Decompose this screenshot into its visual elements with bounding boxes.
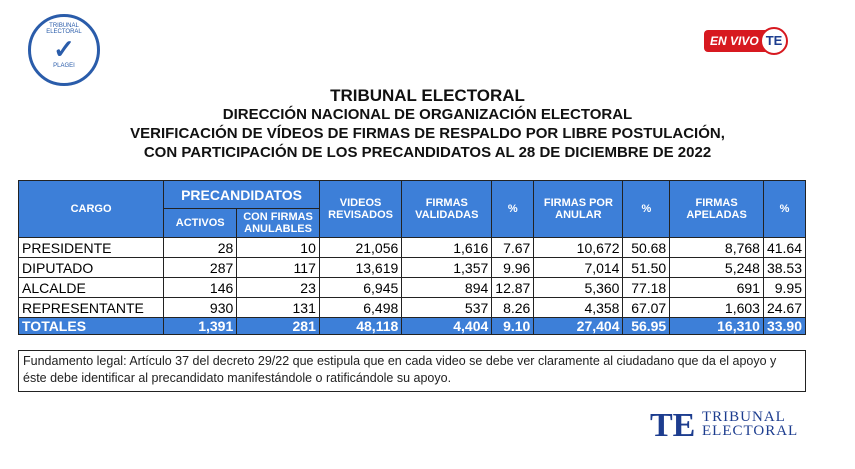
cell: 50.68 [622, 237, 671, 258]
table-row: TOTALES 1,391 281 48,118 4,404 9.10 27,404 56.9… [17, 317, 807, 335]
cell: 12.87 [491, 277, 535, 298]
cell: PRESIDENTE [17, 237, 165, 258]
cell: 930 [163, 297, 238, 318]
logo-check: ✓ [53, 34, 75, 64]
cell: 41.64 [762, 237, 807, 258]
cell: ALCALDE [17, 277, 165, 298]
th: % [622, 180, 671, 238]
note: Fundamento legal: Artículo 37 del decret… [18, 350, 806, 392]
table-body: PRESIDENTE 28 10 21,056 1,616 7.67 10,672 50.68… [17, 237, 807, 335]
table-row: DIPUTADO 287 117 13,619 1,357 9.96 7,014 51.50 5… [17, 257, 807, 278]
cell: 5,360 [533, 277, 624, 298]
cell: 48,118 [318, 317, 403, 335]
cell: TOTALES [17, 317, 165, 335]
header-line: DIRECCIÓN NACIONAL DE ORGANIZACIÓN ELECT… [222, 106, 633, 123]
cell: 67.07 [622, 297, 671, 318]
logo-mark: TE [650, 407, 696, 444]
th: CARGO [17, 180, 165, 238]
cell: 10,672 [533, 237, 624, 258]
logo-line: TRIBUNAL [702, 409, 786, 425]
cell: 21,056 [318, 237, 403, 258]
th: ACTIVOS [163, 208, 238, 238]
th: FIRMAS VALIDADAS [401, 180, 493, 238]
logo-inner: PLAGEI [53, 63, 75, 69]
table-row: ALCALDE 146 23 6,945 894 12.87 5,360 77.18 691 9.… [17, 277, 807, 298]
cell: 38.53 [762, 257, 807, 278]
cell: 7,014 [533, 257, 624, 278]
cell: 4,358 [533, 297, 624, 318]
cell: 4,404 [401, 317, 493, 335]
cell: 27,404 [533, 317, 624, 335]
title: TRIBUNAL ELECTORAL [330, 86, 525, 105]
cell: 8.26 [491, 297, 535, 318]
cell: 9.95 [762, 277, 807, 298]
cell: DIPUTADO [17, 257, 165, 278]
cell: 10 [236, 237, 320, 258]
cell: 691 [669, 277, 764, 298]
th: FIRMAS POR ANULAR [533, 180, 624, 238]
cell: 131 [236, 297, 320, 318]
th: % [762, 180, 807, 238]
th: PRECANDIDATOS [163, 180, 320, 209]
cell: 1,603 [669, 297, 764, 318]
table: CARGO PRECANDIDATOS VIDEOS REVISADOS FIRMAS… [17, 180, 807, 335]
cell: 537 [401, 297, 493, 318]
cell: 7.67 [491, 237, 535, 258]
cell: 1,616 [401, 237, 493, 258]
live-badge: EN VIVO TE [704, 27, 788, 55]
table-row: PRESIDENTE 28 10 21,056 1,616 7.67 10,672 50.68… [17, 237, 807, 258]
cell: 56.95 [622, 317, 671, 335]
cell: 9.96 [491, 257, 535, 278]
th: VIDEOS REVISADOS [318, 180, 403, 238]
cell: REPRESENTANTE [17, 297, 165, 318]
logo-left: TRIBUNAL ELECTORAL ✓ PLAGEI [28, 14, 100, 86]
cell: 5,248 [669, 257, 764, 278]
cell: 117 [236, 257, 320, 278]
table-row: REPRESENTANTE 930 131 6,498 537 8.26 4,358 67.0… [17, 297, 807, 318]
cell: 16,310 [669, 317, 764, 335]
cell: 24.67 [762, 297, 807, 318]
cell: 8,768 [669, 237, 764, 258]
cell: 33.90 [762, 317, 807, 335]
cell: 23 [236, 277, 320, 298]
th: CON FIRMAS ANULABLES [236, 208, 320, 238]
cell: 51.50 [622, 257, 671, 278]
cell: 1,391 [163, 317, 238, 335]
th: FIRMAS APELADAS [669, 180, 764, 238]
header-line: CON PARTICIPACIÓN DE LOS PRECANDIDATOS A… [143, 144, 712, 161]
cell: 6,498 [318, 297, 403, 318]
logo-ring: TRIBUNAL ELECTORAL [46, 23, 82, 35]
cell: 281 [236, 317, 320, 335]
cell: 28 [163, 237, 238, 258]
header-line: VERIFICACIÓN DE VÍDEOS DE FIRMAS DE RESP… [130, 125, 725, 142]
cell: 77.18 [622, 277, 671, 298]
cell: 9.10 [491, 317, 535, 335]
cell: 13,619 [318, 257, 403, 278]
live-mark: TE [760, 27, 788, 55]
live-text: EN VIVO [710, 34, 759, 48]
cell: 894 [401, 277, 493, 298]
logo-line: ELECTORAL [702, 423, 799, 439]
cell: 1,357 [401, 257, 493, 278]
cell: 6,945 [318, 277, 403, 298]
cell: 146 [163, 277, 238, 298]
th: % [491, 180, 535, 238]
cell: 287 [163, 257, 238, 278]
